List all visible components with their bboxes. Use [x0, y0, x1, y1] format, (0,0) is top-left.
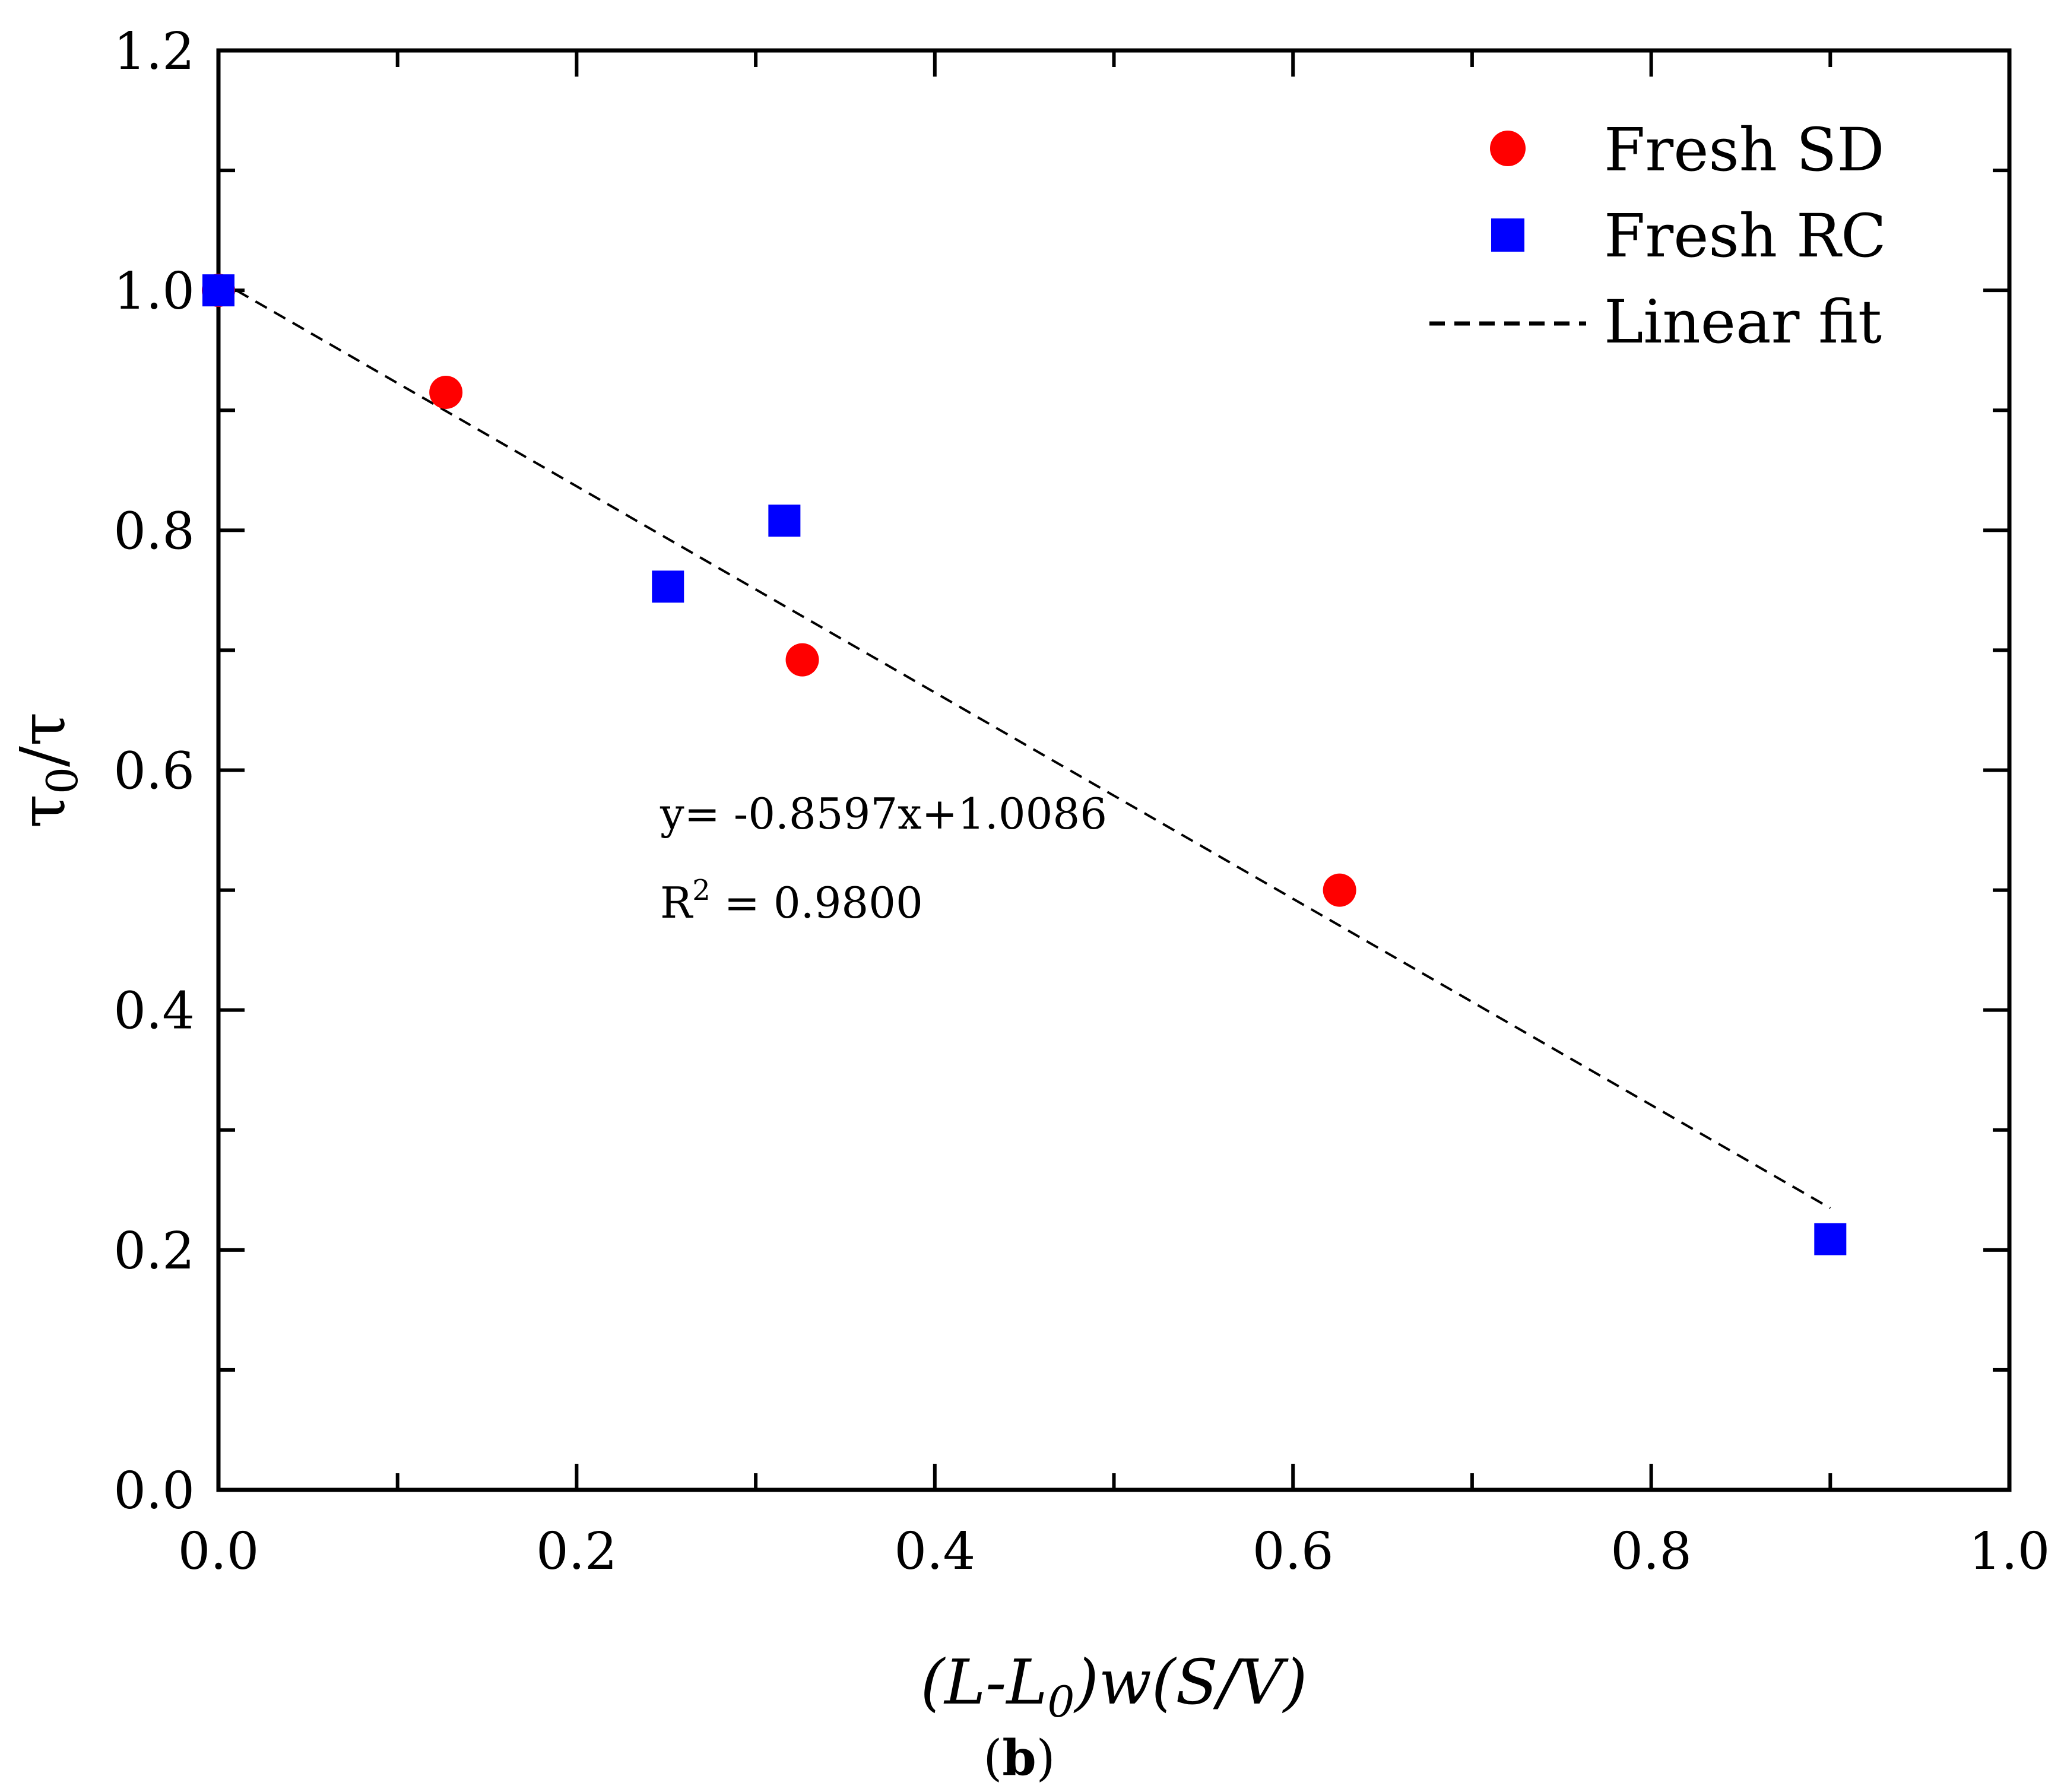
- y-title-sub: 0: [37, 767, 87, 794]
- data-point-fresh-sd: [1323, 873, 1356, 907]
- y-tick-label: 0.6: [113, 742, 195, 801]
- x-title-sub: 0: [1047, 1677, 1074, 1727]
- y-tick-label: 0.2: [113, 1222, 195, 1281]
- panel-label-letter: b: [1002, 1730, 1036, 1787]
- legend-label-fresh-sd: Fresh SD: [1604, 115, 1885, 185]
- data-point-fresh-rc: [768, 505, 801, 537]
- data-point-fresh-rc: [1814, 1223, 1847, 1255]
- y-title-post: /τ: [7, 712, 79, 767]
- x-axis-title: (L-L0)w(S/V): [921, 1646, 1308, 1727]
- legend-label-fresh-rc: Fresh RC: [1604, 201, 1887, 271]
- data-point-fresh-sd: [785, 643, 819, 677]
- legend: Fresh SD Fresh RC Linear fit: [1429, 115, 1887, 357]
- legend-marker-fresh-rc: [1491, 218, 1524, 252]
- r2-superscript: 2: [692, 874, 711, 907]
- x-tick-label: 0.6: [1253, 1522, 1334, 1581]
- panel-label-open: (: [983, 1730, 1002, 1787]
- tick-labels: 0.0 0.2 0.4 0.6 0.8 1.0 0.0 0.2 0.4 0.6 0.8 1.0 1.2: [113, 22, 2050, 1581]
- y-tick-label: 1.2: [113, 22, 195, 81]
- plot-frame: [216, 48, 2012, 1492]
- x-tick-label: 0.2: [536, 1522, 617, 1581]
- x-tick-label: 0.4: [894, 1522, 975, 1581]
- panel-label: (b): [983, 1730, 1055, 1787]
- x-tick-label: 0.0: [178, 1522, 259, 1581]
- y-tick-label: 0.8: [113, 502, 195, 561]
- data-point-fresh-rc: [202, 274, 234, 307]
- y-tick-label: 0.0: [113, 1461, 195, 1521]
- x-title-post: )w(S/V): [1073, 1646, 1307, 1718]
- linear-fit-line: [218, 279, 1831, 1210]
- y-tick-label: 0.4: [113, 982, 195, 1041]
- fit-equation: y= -0.8597x+1.0086: [660, 789, 1107, 839]
- r2-symbol: R: [660, 878, 693, 928]
- panel-label-close: ): [1036, 1730, 1055, 1787]
- r2-value: = 0.9800: [711, 878, 923, 928]
- legend-label-linear-fit: Linear fit: [1604, 287, 1882, 357]
- legend-marker-fresh-sd: [1490, 131, 1526, 166]
- data-point-fresh-rc: [652, 570, 684, 603]
- data-point-fresh-sd: [429, 375, 463, 409]
- data-markers: [202, 274, 1847, 1255]
- y-axis-title: τ0/τ: [7, 712, 87, 829]
- x-tick-label: 1.0: [1969, 1522, 2050, 1581]
- x-title-pre: (L-L: [921, 1646, 1048, 1718]
- x-tick-label: 0.8: [1610, 1522, 1692, 1581]
- y-tick-label: 1.0: [113, 262, 195, 321]
- fit-r-squared: R2 = 0.9800: [660, 874, 923, 928]
- y-title-pre: τ: [7, 794, 79, 829]
